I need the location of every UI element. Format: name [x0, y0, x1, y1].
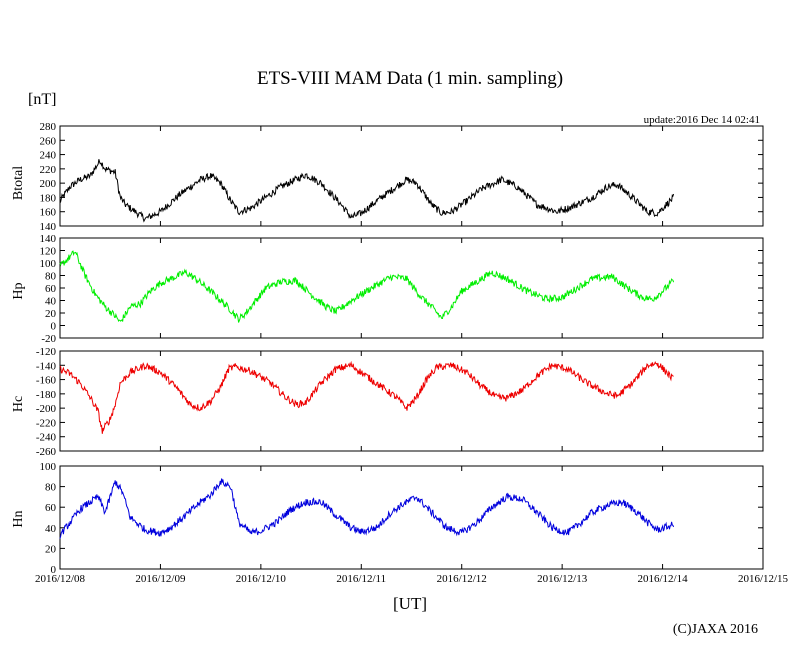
ytick-label-hc: -260	[36, 446, 57, 458]
ytick-label-hn: 40	[45, 523, 57, 535]
ytick-label-hn: 0	[51, 564, 57, 576]
ytick-label-hc: -160	[36, 375, 57, 387]
panel-hn: 0 20 40 60 80 100 Hn	[11, 461, 764, 576]
panel-hc: -260 -240 -220 -200 -180 -160 -140 -120 Hc	[11, 346, 764, 458]
ytick-label-hc: -180	[36, 389, 57, 401]
ytick-label-hn: 100	[40, 461, 57, 473]
chart-title: ETS-VIII MAM Data (1 min. sampling)	[257, 68, 563, 89]
ytick-label-hn: 20	[45, 543, 57, 555]
panel-label-hp: Hp	[11, 282, 26, 299]
ytick-label-hc: -120	[36, 346, 57, 358]
panel-label-hc: Hc	[11, 396, 26, 412]
x-axis-label: [UT]	[393, 594, 427, 613]
ytick-label-hc: -220	[36, 417, 57, 429]
ytick-label-btotal: 280	[40, 121, 57, 133]
series-line-btotal	[59, 159, 675, 223]
ytick-label-hn: 80	[45, 482, 57, 494]
xtick-label: 2016/12/09	[135, 573, 186, 585]
ytick-label-hc: -240	[36, 432, 57, 444]
ytick-label-hp: 140	[40, 233, 57, 245]
ytick-label-hc: -140	[36, 360, 57, 372]
ytick-label-hp: 0	[51, 321, 57, 333]
ytick-label-btotal: 180	[40, 192, 57, 204]
xtick-label: 2016/12/11	[336, 573, 386, 585]
xtick-label: 2016/12/15	[738, 573, 789, 585]
ytick-label-hp: -20	[41, 333, 56, 345]
ytick-label-hn: 60	[45, 502, 57, 514]
series-line-hc	[59, 360, 674, 434]
update-timestamp: update:2016 Dec 14 02:41	[644, 114, 760, 126]
ytick-label-btotal: 160	[40, 207, 57, 219]
xtick-label: 2016/12/10	[236, 573, 287, 585]
ytick-label-hc: -200	[36, 403, 57, 415]
ytick-label-btotal: 240	[40, 150, 57, 162]
ytick-label-hp: 60	[45, 283, 57, 295]
ytick-label-btotal: 200	[40, 178, 57, 190]
ytick-label-btotal: 140	[40, 221, 57, 233]
ytick-label-hp: 100	[40, 258, 57, 270]
xtick-label: 2016/12/14	[638, 573, 689, 585]
panel-frame-hn	[59, 465, 764, 570]
xtick-label: 2016/12/12	[437, 573, 487, 585]
xtick-label: 2016/12/13	[537, 573, 588, 585]
x-axis-ticks: 2016/12/08 2016/12/09 2016/12/10 2016/12/11…	[35, 573, 789, 585]
panel-frame-hc	[59, 350, 764, 452]
xtick-label: 2016/12/08	[35, 573, 86, 585]
copyright-credit: (C)JAXA 2016	[673, 622, 758, 637]
series-line-hn	[59, 478, 675, 539]
panel-label-btotal: Btotal	[11, 166, 26, 200]
panel-frame-hp	[59, 237, 764, 339]
panel-frame-btotal	[59, 125, 764, 227]
ytick-label-hp: 80	[45, 271, 57, 283]
ytick-label-btotal: 220	[40, 164, 57, 176]
unit-label: [nT]	[28, 91, 56, 108]
ytick-label-hp: 40	[45, 296, 57, 308]
series-line-hp	[59, 250, 675, 323]
panel-label-hn: Hn	[11, 510, 26, 527]
ytick-label-btotal: 260	[40, 135, 57, 147]
ytick-label-hp: 120	[40, 246, 57, 258]
panels-group: 140160180200220240260280Btotal-200204060…	[11, 121, 764, 576]
panel-btotal: 140 160 180 200 220 240 260 280 Btotal	[11, 121, 764, 233]
ytick-label-hp: 20	[45, 308, 57, 320]
